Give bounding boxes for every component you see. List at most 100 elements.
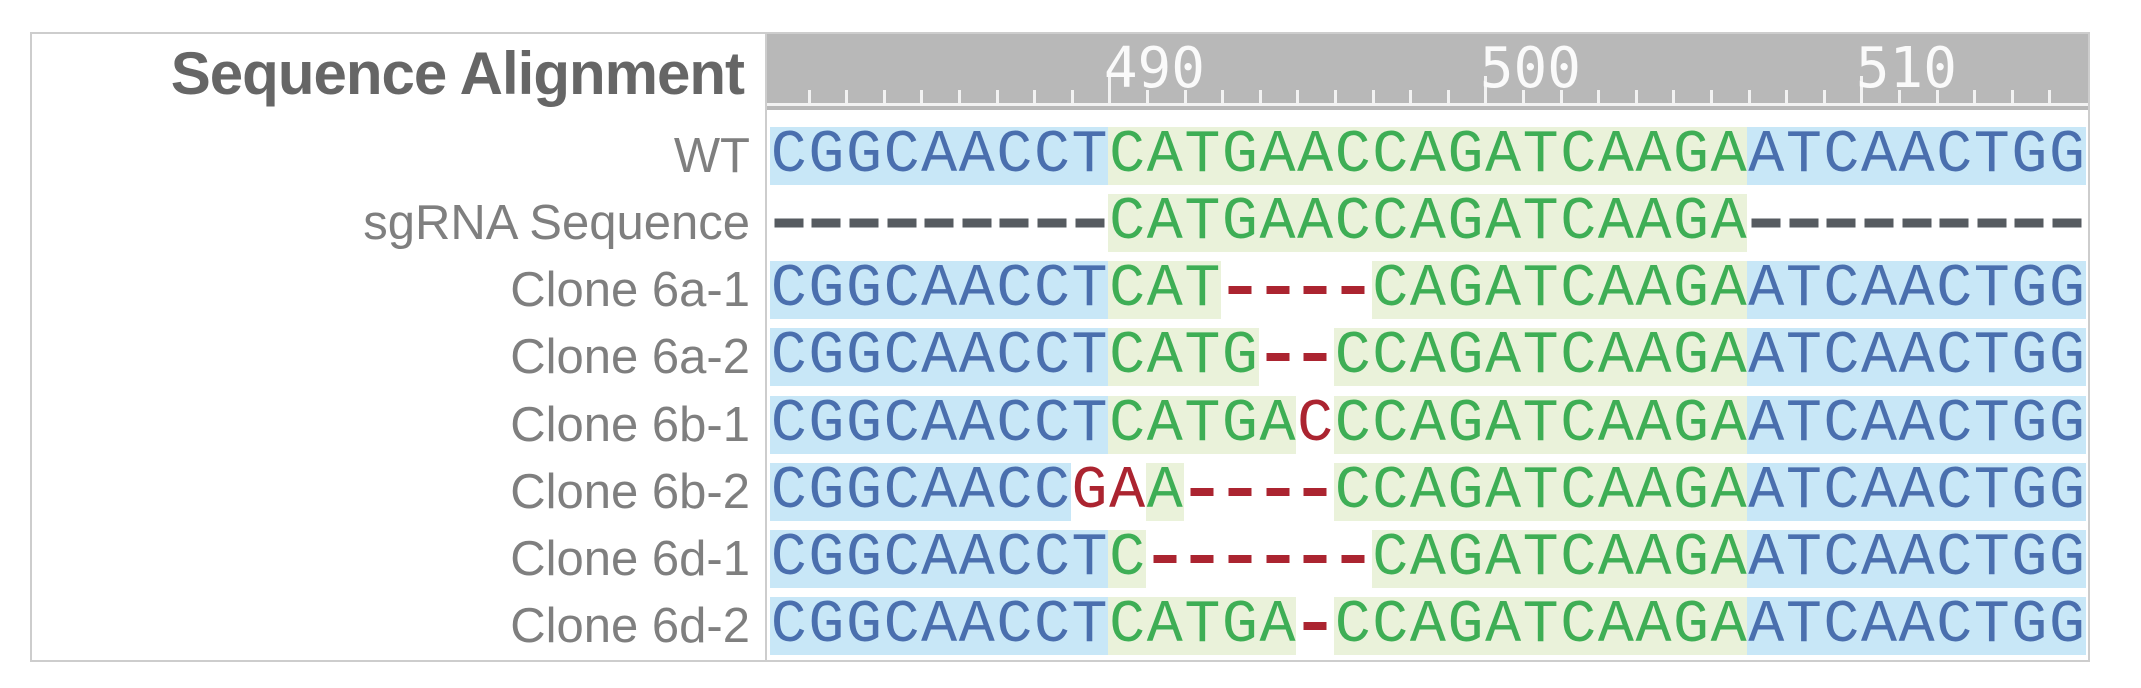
figure-title: Sequence Alignment bbox=[170, 40, 745, 107]
nucleotide-cell: G bbox=[807, 591, 846, 660]
nucleotide-cell: G bbox=[807, 457, 846, 526]
nucleotide-cell: G bbox=[1446, 256, 1485, 325]
nucleotide-cell: A bbox=[920, 524, 958, 593]
nucleotide-cell: T bbox=[1521, 457, 1560, 526]
gap-dash-bar bbox=[2014, 218, 2044, 228]
nucleotide-cell: A bbox=[1897, 122, 1936, 190]
nucleotide-cell: T bbox=[1521, 256, 1560, 325]
nucleotide-cell: G bbox=[1446, 524, 1485, 593]
alignment-row: Clone 6d-1 CGGCAACCTC CAGATCAAGAATCAACTGG bbox=[32, 524, 2088, 593]
alignment-row: Clone 6b-2 CGGCAACCGAA CCAGATCAAGAATCAACTG… bbox=[32, 457, 2088, 526]
nucleotide-cell: C bbox=[1371, 122, 1410, 190]
nucleotide-cell: C bbox=[1333, 457, 1372, 526]
nucleotide-cell: G bbox=[1672, 189, 1710, 258]
nucleotide-cell: C bbox=[770, 256, 808, 325]
nucleotide-cell: A bbox=[1709, 323, 1748, 392]
nucleotide-cell: A bbox=[1897, 591, 1936, 660]
sequence-track: CGGCAACCTCATGA CCAGATCAAGAATCAACTGG bbox=[770, 591, 2086, 660]
ruler-minor-tick bbox=[1747, 90, 1751, 103]
nucleotide-cell: A bbox=[1258, 122, 1297, 190]
gap-dash-bar bbox=[1303, 487, 1327, 496]
nucleotide-cell: G bbox=[2010, 256, 2049, 325]
nucleotide-cell: T bbox=[1521, 323, 1560, 392]
nucleotide-cell: G bbox=[1672, 591, 1710, 660]
nucleotide-cell: C bbox=[1559, 122, 1598, 190]
nucleotide-cell: T bbox=[1183, 256, 1222, 325]
nucleotide-cell: C bbox=[1935, 457, 1973, 526]
nucleotide-cell: A bbox=[1597, 256, 1635, 325]
nucleotide-cell: A bbox=[1897, 256, 1936, 325]
nucleotide-cell: G bbox=[1446, 122, 1485, 190]
nucleotide-cell: A bbox=[1860, 591, 1898, 660]
nucleotide-cell: C bbox=[1371, 189, 1410, 258]
gap-dash bbox=[1221, 530, 1259, 588]
nucleotide-cell: A bbox=[1747, 323, 1786, 392]
nucleotide-cell: G bbox=[2010, 122, 2049, 190]
ruler-minor-tick bbox=[1898, 90, 1901, 103]
nucleotide-cell: G bbox=[1221, 323, 1259, 392]
nucleotide-cell: C bbox=[882, 390, 921, 459]
nucleotide-cell: G bbox=[845, 390, 883, 459]
ruler-baseline bbox=[767, 103, 2088, 106]
nucleotide-cell: G bbox=[2010, 591, 2049, 660]
nucleotide-cell: A bbox=[1597, 189, 1635, 258]
nucleotide-cell: C bbox=[1333, 122, 1372, 190]
nucleotide-cell: A bbox=[1484, 189, 1522, 258]
nucleotide-cell: C bbox=[770, 457, 808, 526]
ruler-position-label: 510 bbox=[1855, 36, 1957, 101]
nucleotide-cell: G bbox=[1446, 189, 1485, 258]
nucleotide-cell: G bbox=[2010, 390, 2049, 459]
nucleotide-cell: C bbox=[995, 256, 1034, 325]
ruler-major-tick bbox=[1108, 76, 1112, 103]
gap-dash-bar bbox=[1228, 487, 1252, 496]
nucleotide-cell: A bbox=[1409, 122, 1447, 190]
nucleotide-cell: C bbox=[1935, 256, 1973, 325]
gap-dash-bar bbox=[1864, 218, 1894, 228]
nucleotide-cell: G bbox=[1221, 591, 1259, 660]
sequence-track: CGGCAACCTCATG CCAGATCAAGAATCAACTGG bbox=[770, 323, 2086, 392]
nucleotide-cell: C bbox=[995, 591, 1034, 660]
nucleotide-cell: G bbox=[1446, 591, 1485, 660]
nucleotide-cell: A bbox=[1145, 256, 1184, 325]
gap-dash-bar bbox=[1789, 218, 1819, 228]
ruler-minor-tick bbox=[1371, 90, 1375, 103]
nucleotide-cell: G bbox=[1221, 390, 1259, 459]
nucleotide-cell: A bbox=[920, 390, 958, 459]
gap-dash-bar bbox=[1303, 286, 1327, 295]
nucleotide-cell: C bbox=[995, 122, 1034, 190]
nucleotide-cell: A bbox=[1709, 457, 1748, 526]
ruler-minor-tick bbox=[1409, 90, 1413, 103]
gap-dash-bar bbox=[849, 218, 879, 228]
gap-dash bbox=[920, 194, 958, 252]
row-label: Clone 6a-1 bbox=[510, 263, 750, 318]
gap-dash-bar bbox=[774, 218, 804, 228]
gap-dash bbox=[1823, 194, 1861, 252]
gap-dash bbox=[2011, 194, 2049, 252]
nucleotide-cell: C bbox=[1935, 591, 1973, 660]
alignment-panel: Sequence Alignment 490 500 510 WT CGGCAACCT… bbox=[30, 32, 2090, 662]
nucleotide-cell: A bbox=[1597, 390, 1635, 459]
nucleotide-cell: C bbox=[1559, 524, 1598, 593]
ruler-position-label: 500 bbox=[1479, 36, 1581, 101]
gap-dash bbox=[1747, 194, 1785, 252]
nucleotide-cell: C bbox=[1108, 256, 1146, 325]
gap-dash bbox=[1296, 463, 1334, 521]
gap-dash-bar bbox=[1303, 353, 1327, 362]
row-label: Clone 6b-1 bbox=[510, 397, 750, 452]
nucleotide-cell: T bbox=[1070, 524, 1109, 593]
gap-dash bbox=[1221, 261, 1259, 319]
gap-dash bbox=[1898, 194, 1936, 252]
nucleotide-cell: C bbox=[1333, 189, 1372, 258]
row-label: Clone 6d-2 bbox=[510, 598, 750, 653]
nucleotide-cell: A bbox=[920, 457, 958, 526]
nucleotide-cell: A bbox=[1258, 591, 1297, 660]
gap-dash bbox=[1146, 530, 1184, 588]
gap-dash-bar bbox=[1153, 554, 1177, 563]
ruler-minor-tick bbox=[1258, 90, 1262, 103]
gap-dash-bar bbox=[1751, 218, 1781, 228]
ruler-minor-tick bbox=[1296, 90, 1300, 103]
ruler-minor-tick bbox=[1146, 90, 1149, 103]
nucleotide-cell: A bbox=[1109, 457, 1146, 526]
nucleotide-cell: G bbox=[1672, 323, 1710, 392]
nucleotide-cell: A bbox=[1409, 256, 1447, 325]
